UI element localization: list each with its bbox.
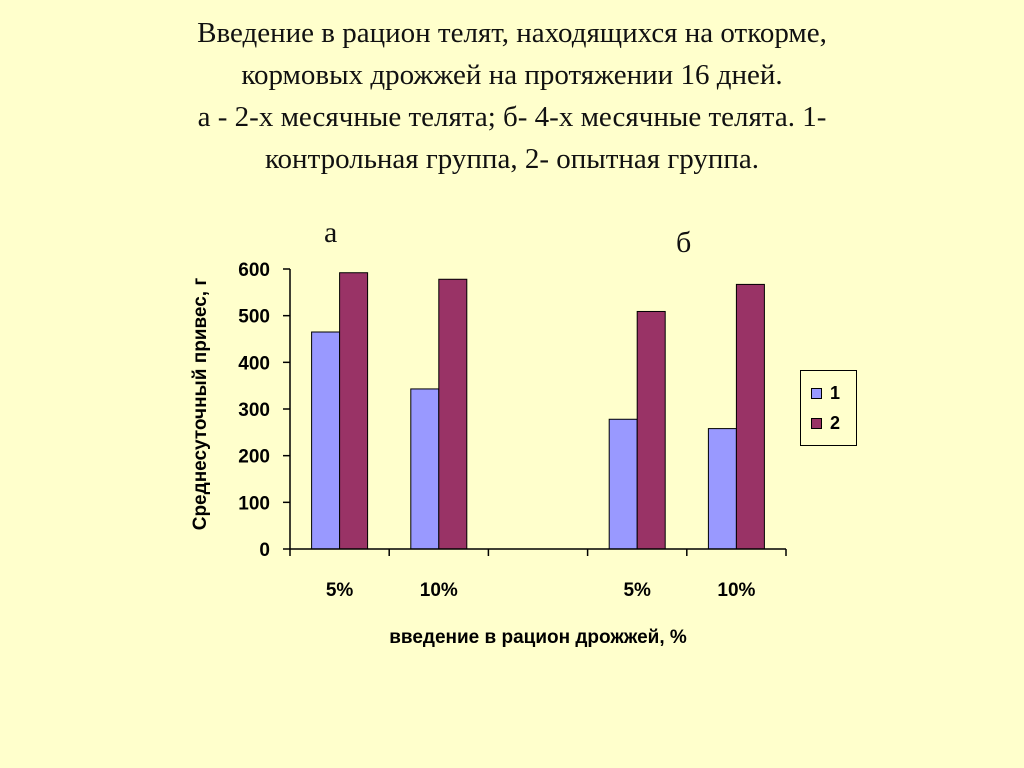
y-axis-title: Среднесуточный привес, г [190,278,211,531]
panel-label-b: б [676,226,692,259]
y-tick-label-1: 100 [238,493,270,514]
legend-item-2: 2 [811,413,840,433]
bar-series1-cat2 [410,388,440,550]
bar-series2-cat1 [339,272,369,550]
bar-series1-cat5 [707,428,737,550]
title-line-4: контрольная группа, 2- опытная группа. [264,143,760,175]
y-tick-label-6: 600 [238,260,270,281]
legend-label-1: 1 [830,382,841,403]
legend-label-2: 2 [830,412,841,433]
bar-series1-cat4 [608,418,638,550]
x-tick-label-4: 5% [623,580,651,601]
x-tick-label-2: 10% [420,580,458,601]
bar-series2-cat5 [735,283,765,550]
y-tick-label-4: 400 [238,353,270,374]
chart-legend: 1 2 [800,370,857,446]
legend-swatch-2 [811,417,822,429]
y-tick-label-0: 0 [259,540,270,561]
bar-series1-cat1 [311,331,341,550]
bar-series2-cat2 [438,278,468,550]
title-line-1: Введение в рацион телят, находящихся на … [197,17,827,49]
bar-series2-cat4 [636,310,666,550]
y-tick-label-5: 500 [238,307,270,328]
legend-swatch-1 [811,387,822,399]
legend-item-1: 1 [811,383,840,403]
y-tick-label-3: 300 [238,400,270,421]
x-tick-label-1: 5% [326,580,354,601]
y-tick-label-2: 200 [238,447,270,468]
x-tick-label-5: 10% [717,580,755,601]
title-line-3: а - 2-х месячные телята; б- 4-х месячные… [197,101,827,133]
x-axis-title: введение в рацион дрожжей, % [389,627,687,648]
slide-title: Введение в рацион телят, находящихся на … [60,12,964,180]
title-line-2: кормовых дрожжей на протяжении 16 дней. [241,59,783,91]
panel-label-a: а [324,216,338,249]
